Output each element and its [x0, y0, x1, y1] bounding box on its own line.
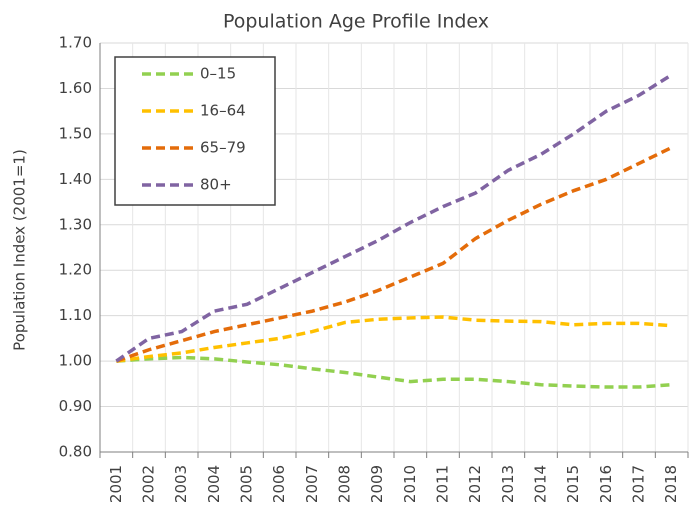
y-axis-label: Population Index (2001=1) [11, 149, 29, 351]
y-tick-label: 1.70 [59, 34, 92, 52]
y-tick-label: 0.90 [59, 397, 92, 415]
x-tick-label: 2005 [238, 465, 256, 503]
series-line [116, 355, 672, 389]
x-tick-label: 2015 [564, 465, 582, 503]
y-tick-label: 1.30 [59, 215, 92, 233]
x-tick-label: 2004 [205, 465, 223, 503]
x-tick-label: 2003 [172, 465, 190, 503]
legend-box [114, 56, 276, 206]
legend-label: 0–15 [200, 65, 236, 83]
y-tick-label: 1.50 [59, 124, 92, 142]
x-tick-label: 2008 [336, 465, 354, 503]
y-tick-label: 0.80 [59, 443, 92, 461]
x-tick-label: 2013 [499, 465, 517, 503]
y-tick-label: 1.60 [59, 79, 92, 97]
x-tick-label: 2012 [466, 465, 484, 503]
y-tick-label: 1.00 [59, 352, 92, 370]
x-tick-label: 2001 [107, 465, 125, 503]
legend-label: 80+ [200, 176, 232, 194]
x-tick-label: 2016 [597, 465, 615, 503]
x-tick-label: 2009 [368, 465, 386, 503]
chart-title: Population Age Profile Index [223, 11, 489, 33]
series-line [115, 145, 673, 363]
x-tick-label: 2017 [630, 465, 648, 503]
series-line [116, 315, 672, 363]
x-tick-label: 2002 [140, 465, 158, 503]
x-tick-label: 2018 [662, 465, 680, 503]
x-tick-label: 2014 [532, 465, 550, 503]
y-tick-label: 1.10 [59, 306, 92, 324]
legend-label: 65–79 [200, 139, 246, 157]
y-tick-label: 1.20 [59, 261, 92, 279]
y-tick-label: 1.40 [59, 170, 92, 188]
x-tick-label: 2010 [401, 465, 419, 503]
legend-label: 16–64 [200, 102, 246, 120]
series-line [115, 73, 673, 363]
x-tick-label: 2006 [270, 465, 288, 503]
x-tick-label: 2011 [434, 465, 452, 503]
x-tick-label: 2007 [303, 465, 321, 503]
